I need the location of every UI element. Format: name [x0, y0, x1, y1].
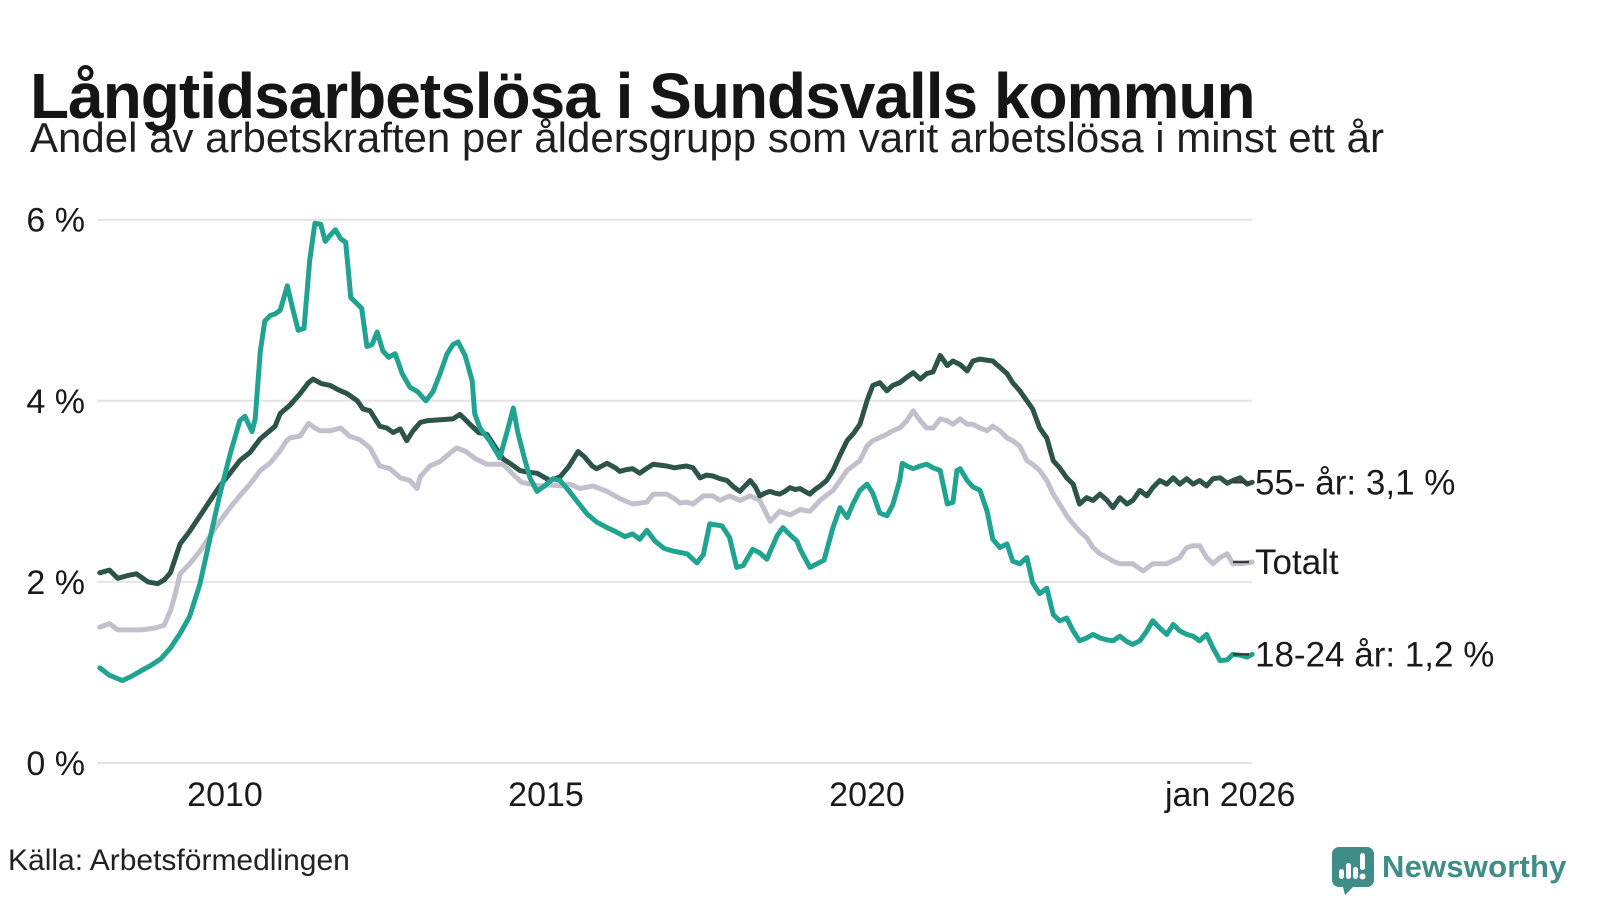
bar-icon-2: [1346, 863, 1351, 879]
exclamation-icon-bar: [1360, 853, 1365, 870]
bar-icon-1: [1339, 869, 1344, 879]
exclamation-icon-dot: [1359, 873, 1366, 880]
y-tick-label-0: 0 %: [26, 745, 85, 783]
series-line-18-24-år: [97, 220, 1255, 684]
x-tick-label-jan-2026: jan 2026: [1164, 776, 1295, 814]
newsworthy-logo-text: Newsworthy: [1382, 849, 1567, 884]
series-line-Totalt: [97, 408, 1255, 633]
y-tick-label-2: 2 %: [26, 564, 85, 602]
series-end-label-18-24-år: 18-24 år: 1,2 %: [1255, 635, 1494, 674]
bar-icon-3: [1353, 867, 1358, 879]
y-tick-label-6: 6 %: [26, 202, 85, 240]
newsworthy-logo: Newsworthy: [1330, 836, 1570, 898]
series-end-label-Totalt: Totalt: [1255, 543, 1339, 582]
x-tick-label-2010: 2010: [187, 776, 263, 814]
series-end-label-55--år: 55- år: 3,1 %: [1255, 463, 1455, 502]
series-line-55--år: [97, 353, 1255, 587]
source-note: Källa: Arbetsförmedlingen: [8, 844, 350, 877]
page-title: Långtidsarbetslösa i Sundsvalls kommun: [30, 59, 1256, 132]
x-tick-label-2020: 2020: [829, 776, 905, 814]
x-tick-label-2015: 2015: [508, 776, 584, 814]
y-tick-label-4: 4 %: [26, 383, 85, 421]
chart-subtitle: Andel av arbetskraften per åldersgrupp s…: [30, 114, 1384, 161]
newsworthy-logo-icon: [1332, 847, 1374, 895]
